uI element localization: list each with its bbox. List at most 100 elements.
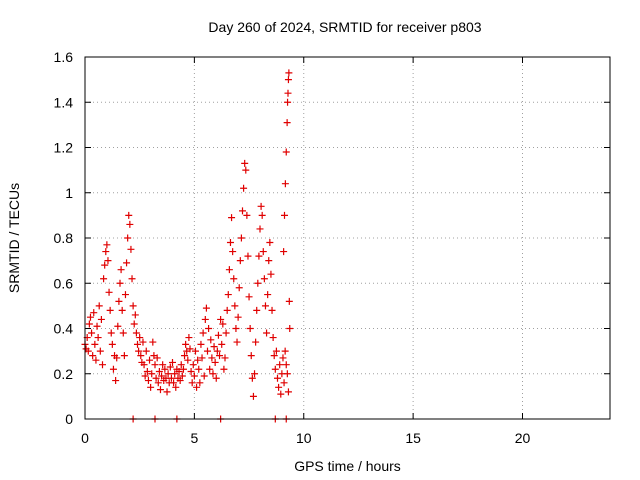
- data-point: [212, 374, 220, 382]
- data-point: [231, 302, 239, 310]
- data-point: [171, 370, 179, 378]
- data-point: [170, 379, 178, 387]
- data-point: [263, 329, 271, 337]
- data-point: [237, 234, 245, 242]
- data-point: [274, 374, 281, 382]
- data-point: [149, 338, 157, 346]
- data-point: [260, 275, 268, 283]
- data-point: [90, 309, 98, 317]
- data-point: [229, 248, 237, 256]
- data-point: [184, 356, 192, 364]
- data-point: [257, 202, 265, 210]
- y-tick-label: 1.6: [54, 49, 74, 65]
- data-point: [266, 239, 274, 247]
- data-point: [175, 367, 183, 375]
- y-axis-title: SRMTID / TECUs: [6, 183, 22, 293]
- data-point: [97, 315, 105, 323]
- data-point: [178, 372, 186, 380]
- y-tick-label: 1.4: [54, 94, 74, 110]
- data-point: [151, 361, 159, 369]
- data-point: [271, 365, 279, 373]
- data-point: [218, 340, 226, 348]
- tick-labels: 0 5 10 15 20 0 0.2 0.4 0.6 0.8 1 1.2 1.4 1.6: [54, 49, 531, 446]
- data-point: [210, 343, 218, 351]
- data-point: [188, 379, 196, 387]
- data-point: [254, 279, 262, 287]
- data-point: [119, 329, 127, 337]
- data-point: [259, 248, 267, 256]
- data-point: [103, 241, 111, 249]
- plot-frame: [84, 56, 611, 420]
- data-point: [121, 291, 129, 299]
- data-point: [142, 347, 150, 355]
- data-point: [281, 211, 288, 219]
- data-point: [137, 352, 145, 360]
- data-point: [220, 365, 228, 373]
- data-point: [267, 270, 275, 278]
- data-point: [204, 347, 211, 355]
- data-point: [155, 367, 163, 375]
- data-point: [272, 347, 280, 355]
- data-point: [115, 297, 123, 305]
- data-point: [269, 334, 277, 342]
- data-point: [107, 329, 115, 337]
- data-point: [207, 336, 215, 344]
- data-point: [156, 386, 164, 394]
- x-tick-label: 0: [81, 430, 89, 446]
- data-point: [94, 334, 102, 342]
- data-point: [213, 347, 221, 355]
- data-point: [232, 325, 240, 332]
- data-point: [116, 279, 124, 287]
- data-point: [252, 338, 260, 346]
- data-point: [191, 347, 199, 355]
- data-point: [261, 302, 269, 310]
- data-point: [202, 304, 210, 312]
- data-point: [132, 329, 140, 337]
- data-point: [186, 345, 194, 353]
- data-point: [208, 354, 216, 362]
- data-point: [268, 306, 276, 314]
- data-point: [128, 275, 136, 283]
- data-point: [285, 69, 293, 77]
- data-point: [217, 315, 225, 323]
- data-point: [275, 383, 283, 391]
- data-point: [221, 354, 229, 362]
- data-point: [143, 367, 151, 375]
- data-point: [255, 252, 263, 260]
- data-point: [123, 259, 131, 267]
- data-point: [194, 356, 202, 364]
- data-point: [228, 214, 236, 222]
- data-point: [154, 379, 162, 387]
- data-point: [283, 370, 291, 378]
- data-point: [277, 390, 285, 398]
- data-point: [206, 365, 214, 373]
- x-tick-label: 10: [296, 430, 312, 446]
- data-point: [280, 379, 288, 387]
- data-point: [85, 320, 93, 328]
- data-point: [105, 288, 113, 296]
- data-point: [166, 363, 174, 371]
- data-point: [187, 367, 195, 375]
- data-point: [135, 347, 143, 355]
- data-point: [146, 356, 154, 364]
- data-point: [176, 377, 184, 385]
- data-point: [141, 372, 149, 380]
- data-point: [242, 166, 250, 174]
- data-point: [91, 340, 99, 348]
- x-tick-label: 15: [405, 430, 421, 446]
- data-point: [279, 354, 287, 362]
- data-point: [198, 354, 206, 362]
- data-point: [239, 207, 246, 215]
- data-point: [164, 370, 172, 378]
- data-point: [195, 365, 203, 373]
- grid-lines: [85, 57, 610, 419]
- data-point: [136, 334, 144, 342]
- data-point: [126, 220, 134, 228]
- data-point: [251, 370, 259, 378]
- data-point: [88, 329, 96, 337]
- data-point: [280, 248, 288, 256]
- data-point: [158, 372, 166, 380]
- data-point: [99, 361, 106, 369]
- data-point: [172, 383, 180, 391]
